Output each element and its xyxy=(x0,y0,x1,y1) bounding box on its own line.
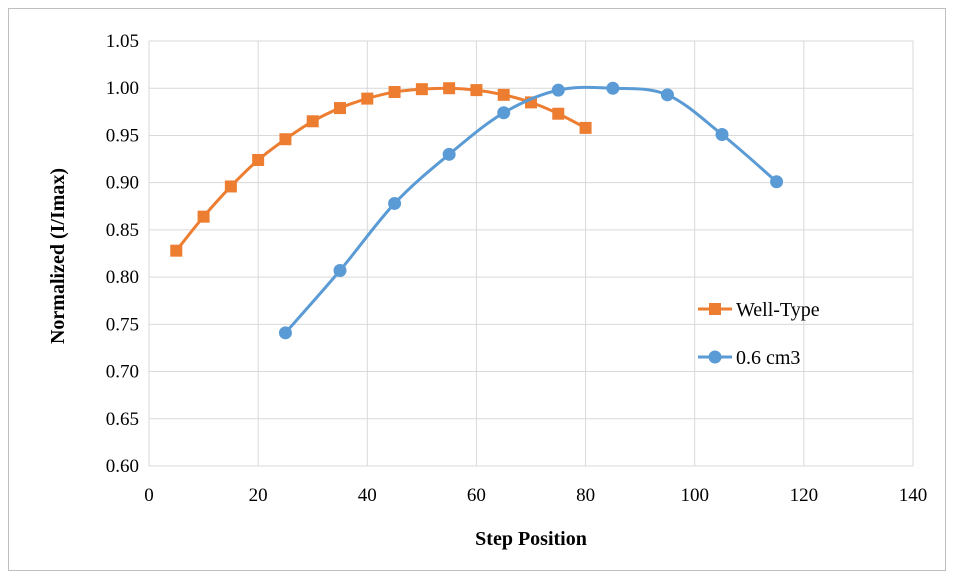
data-point-0-6-cm3 xyxy=(606,81,620,95)
y-tick-label: 0.60 xyxy=(106,456,139,477)
data-point-well-type xyxy=(170,244,183,257)
data-point-0-6-cm3 xyxy=(551,83,565,97)
data-point-0-6-cm3 xyxy=(333,264,347,277)
data-point-well-type xyxy=(552,107,565,120)
x-tick-label: 80 xyxy=(576,485,595,506)
data-point-well-type xyxy=(579,121,592,134)
data-point-well-type xyxy=(252,154,265,166)
data-point-0-6-cm3 xyxy=(660,88,674,102)
legend-swatch-marker xyxy=(708,350,722,364)
series-line-0-6-cm3 xyxy=(284,85,778,334)
x-axis-title: Step Position xyxy=(475,528,587,550)
y-tick-label: 1.00 xyxy=(106,78,139,99)
y-tick-label: 0.80 xyxy=(106,267,139,288)
x-tick-label: 20 xyxy=(249,485,268,506)
data-point-0-6-cm3 xyxy=(715,128,729,141)
y-tick-label: 0.90 xyxy=(106,173,139,194)
data-point-well-type xyxy=(470,84,483,97)
data-point-well-type xyxy=(197,210,210,223)
x-tick-label: 120 xyxy=(790,485,819,506)
x-tick-label: 40 xyxy=(358,485,377,506)
y-tick-label: 0.85 xyxy=(106,220,139,241)
data-point-0-6-cm3 xyxy=(497,106,511,120)
legend: Well-Type 0.6 cm3 xyxy=(698,299,820,369)
x-tick-label: 100 xyxy=(680,485,709,506)
data-point-well-type xyxy=(497,88,510,101)
y-tick-label: 0.65 xyxy=(106,409,139,430)
legend-label: Well-Type xyxy=(736,299,820,321)
data-point-well-type xyxy=(306,115,319,128)
y-tick-label: 0.70 xyxy=(106,362,139,383)
series-0-6-cm3 xyxy=(278,81,784,340)
legend-label: 0.6 cm3 xyxy=(736,347,800,369)
y-axis-title: Normalized (I/Imax) xyxy=(47,168,69,344)
data-point-0-6-cm3 xyxy=(442,147,456,161)
data-point-well-type xyxy=(334,102,346,115)
series-line-well-type xyxy=(175,86,587,252)
data-point-well-type xyxy=(415,83,428,96)
tick-labels: 0.60 0.65 0.70 0.75 0.80 0.85 0.90 0.95 1.00 1.05… xyxy=(106,31,928,506)
data-point-0-6-cm3 xyxy=(770,175,784,189)
x-tick-label: 140 xyxy=(899,485,928,506)
data-point-well-type xyxy=(279,133,292,146)
data-point-0-6-cm3 xyxy=(278,326,292,340)
x-tick-label: 60 xyxy=(467,485,486,506)
data-point-well-type xyxy=(388,86,401,98)
legend-item-0-6-cm3: 0.6 cm3 xyxy=(698,347,800,369)
series-layer xyxy=(170,81,784,340)
data-point-well-type xyxy=(443,82,456,95)
y-tick-label: 1.05 xyxy=(106,31,139,52)
chart-border xyxy=(8,8,946,571)
series-well-type xyxy=(170,82,592,257)
y-tick-label: 0.75 xyxy=(106,314,139,335)
gridlines xyxy=(148,40,914,467)
legend-item-well-type: Well-Type xyxy=(698,299,820,321)
legend-swatch-marker xyxy=(709,303,721,315)
data-point-well-type xyxy=(361,92,374,105)
x-tick-label: 0 xyxy=(144,485,154,506)
data-point-well-type xyxy=(224,180,237,193)
data-point-0-6-cm3 xyxy=(388,196,402,210)
y-tick-label: 0.95 xyxy=(106,125,139,146)
